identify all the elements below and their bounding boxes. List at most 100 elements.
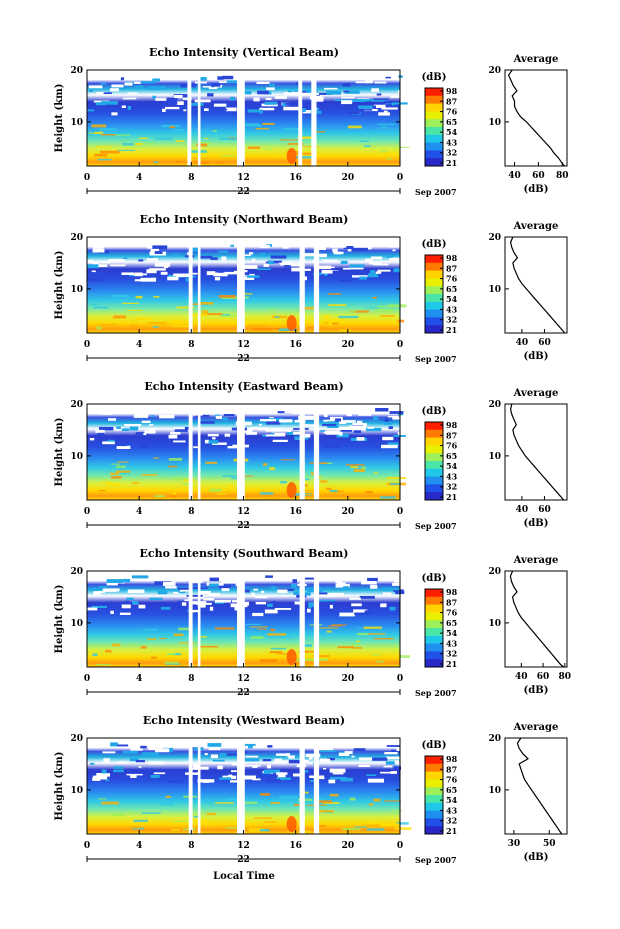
data-gap: [197, 404, 201, 500]
speckle-cell: [388, 426, 393, 429]
speckle-cell: [248, 830, 265, 832]
heatmap-hotspot: [286, 816, 297, 832]
speckle-cell: [165, 663, 181, 665]
speckle-cell: [338, 420, 356, 423]
speckle-cell: [386, 158, 392, 160]
speckle-cell: [292, 579, 297, 583]
speckle-cell: [96, 326, 102, 330]
average-y-tick-label: 10: [488, 285, 501, 295]
speckle-cell: [245, 755, 259, 758]
speckle-cell: [353, 430, 362, 433]
x-tick-label: 8: [188, 841, 194, 851]
speckle-cell: [343, 90, 350, 93]
speckle-cell: [209, 488, 222, 492]
x-tick-label: 16: [289, 674, 302, 684]
speckle-cell: [146, 269, 157, 274]
speckle-cell: [109, 88, 119, 92]
speckle-cell: [288, 90, 292, 93]
x-tick-label: 4: [136, 340, 142, 350]
colorbar-swatch: [425, 461, 443, 470]
speckle-cell: [316, 810, 335, 813]
speckle-cell: [138, 137, 148, 139]
speckle-cell: [87, 607, 98, 611]
speckle-cell: [153, 296, 160, 298]
speckle-cell: [110, 610, 114, 614]
panel-title: Echo Intensity (Eastward Beam): [144, 380, 343, 393]
speckle-cell: [329, 604, 333, 609]
colorbar-tick-label: 54: [446, 628, 458, 638]
speckle-cell: [267, 260, 282, 263]
speckle-cell: [121, 428, 130, 431]
colorbar-tick-label: 21: [446, 492, 457, 502]
speckle-cell: [353, 469, 365, 472]
x-tick-label: 4: [136, 674, 142, 684]
speckle-cell: [201, 310, 208, 313]
speckle-cell: [116, 461, 129, 463]
speckle-cell: [149, 424, 154, 426]
speckle-cell: [320, 480, 328, 483]
speckle-cell: [243, 272, 250, 276]
date-suffix-label: Sep 2007: [415, 354, 457, 364]
speckle-cell: [373, 798, 381, 802]
panel-2: Echo Intensity (Northward Beam) 20 10 Heigh…: [54, 213, 568, 364]
colorbar-swatch: [425, 142, 443, 151]
speckle-cell: [367, 577, 378, 582]
speckle-cell: [336, 271, 349, 275]
speckle-cell: [367, 821, 380, 824]
speckle-cell: [166, 97, 178, 102]
speckle-cell: [89, 131, 95, 134]
speckle-cell: [87, 755, 92, 758]
speckle-cell: [131, 273, 148, 276]
speckle-cell: [97, 158, 112, 161]
speckle-cell: [226, 80, 240, 84]
speckle-cell: [326, 757, 335, 761]
speckle-cell: [330, 776, 347, 780]
speckle-cell: [266, 764, 271, 769]
speckle-cell: [399, 655, 410, 658]
speckle-cell: [367, 273, 379, 278]
data-gap: [237, 237, 245, 333]
colorbar-frame: [424, 87, 444, 167]
speckle-cell: [376, 660, 384, 663]
speckle-cell: [106, 603, 123, 607]
speckle-cell: [356, 109, 373, 111]
speckle-cell: [112, 776, 124, 779]
speckle-cell: [125, 826, 141, 829]
speckle-cell: [254, 817, 272, 819]
speckle-cell: [108, 259, 125, 262]
y-tick-label: 20: [70, 233, 83, 243]
speckle-cell: [256, 81, 270, 84]
speckle-cell: [243, 429, 253, 433]
speckle-cell: [251, 592, 255, 596]
speckle-cell: [202, 780, 210, 783]
x-tick-label: 8: [188, 340, 194, 350]
speckle-cell: [311, 472, 316, 475]
colorbar-swatch: [425, 484, 443, 493]
speckle-cell: [135, 760, 145, 763]
speckle-cell: [168, 434, 178, 439]
speckle-cell: [367, 633, 386, 635]
speckle-cell: [213, 103, 227, 107]
speckle-cell: [176, 75, 192, 77]
x-tick-label: 12: [237, 674, 250, 684]
speckle-cell: [174, 429, 188, 432]
speckle-cell: [326, 630, 332, 633]
speckle-cell: [92, 777, 101, 781]
speckle-cell: [99, 128, 117, 131]
speckle-cell: [247, 146, 261, 149]
speckle-cell: [375, 309, 393, 312]
speckle-cell: [172, 325, 189, 328]
speckle-cell: [265, 428, 281, 432]
speckle-cell: [240, 293, 253, 295]
speckle-cell: [205, 461, 218, 464]
speckle-cell: [153, 457, 160, 459]
average-profile-line: [516, 737, 563, 835]
speckle-cell: [382, 152, 396, 155]
speckle-cell: [335, 426, 350, 431]
heatmap-hotspot: [286, 482, 297, 498]
speckle-cell: [268, 308, 277, 311]
speckle-cell: [375, 271, 382, 274]
speckle-cell: [381, 107, 398, 110]
speckle-cell: [355, 640, 361, 642]
colorbar-swatch: [425, 604, 443, 613]
